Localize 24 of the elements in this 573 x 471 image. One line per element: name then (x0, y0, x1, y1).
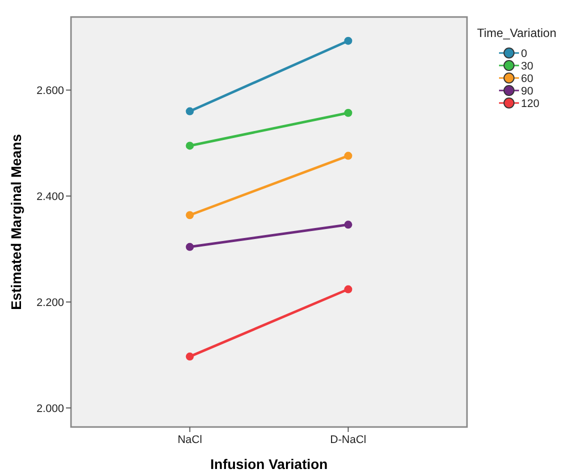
point (186, 211, 194, 220)
y-tick-label: 2.000 (36, 402, 64, 415)
point (344, 220, 352, 229)
legend-label: 30 (521, 60, 534, 72)
point (344, 152, 352, 160)
point (186, 142, 194, 150)
y-axis-title: Estimated Marginal Means (8, 134, 24, 310)
point (186, 107, 194, 116)
point (344, 108, 352, 117)
point (186, 352, 194, 361)
x-axis-title: Infusion Variation (210, 456, 328, 471)
y-tick-label: 2.600 (36, 84, 64, 97)
x-tick-label: D-NaCl (330, 434, 366, 446)
point (344, 36, 352, 45)
legend-title: Time_Variation (477, 26, 556, 40)
y-tick-label: 2.400 (36, 190, 64, 203)
legend-label: 0 (521, 48, 528, 60)
y-tick-label: 2.200 (36, 296, 64, 309)
point (344, 285, 352, 294)
legend-label: 120 (521, 98, 540, 110)
point (186, 242, 194, 251)
legend-label: 90 (521, 85, 534, 98)
x-tick-label: NaCl (178, 434, 202, 446)
legend-label: 60 (521, 72, 534, 85)
